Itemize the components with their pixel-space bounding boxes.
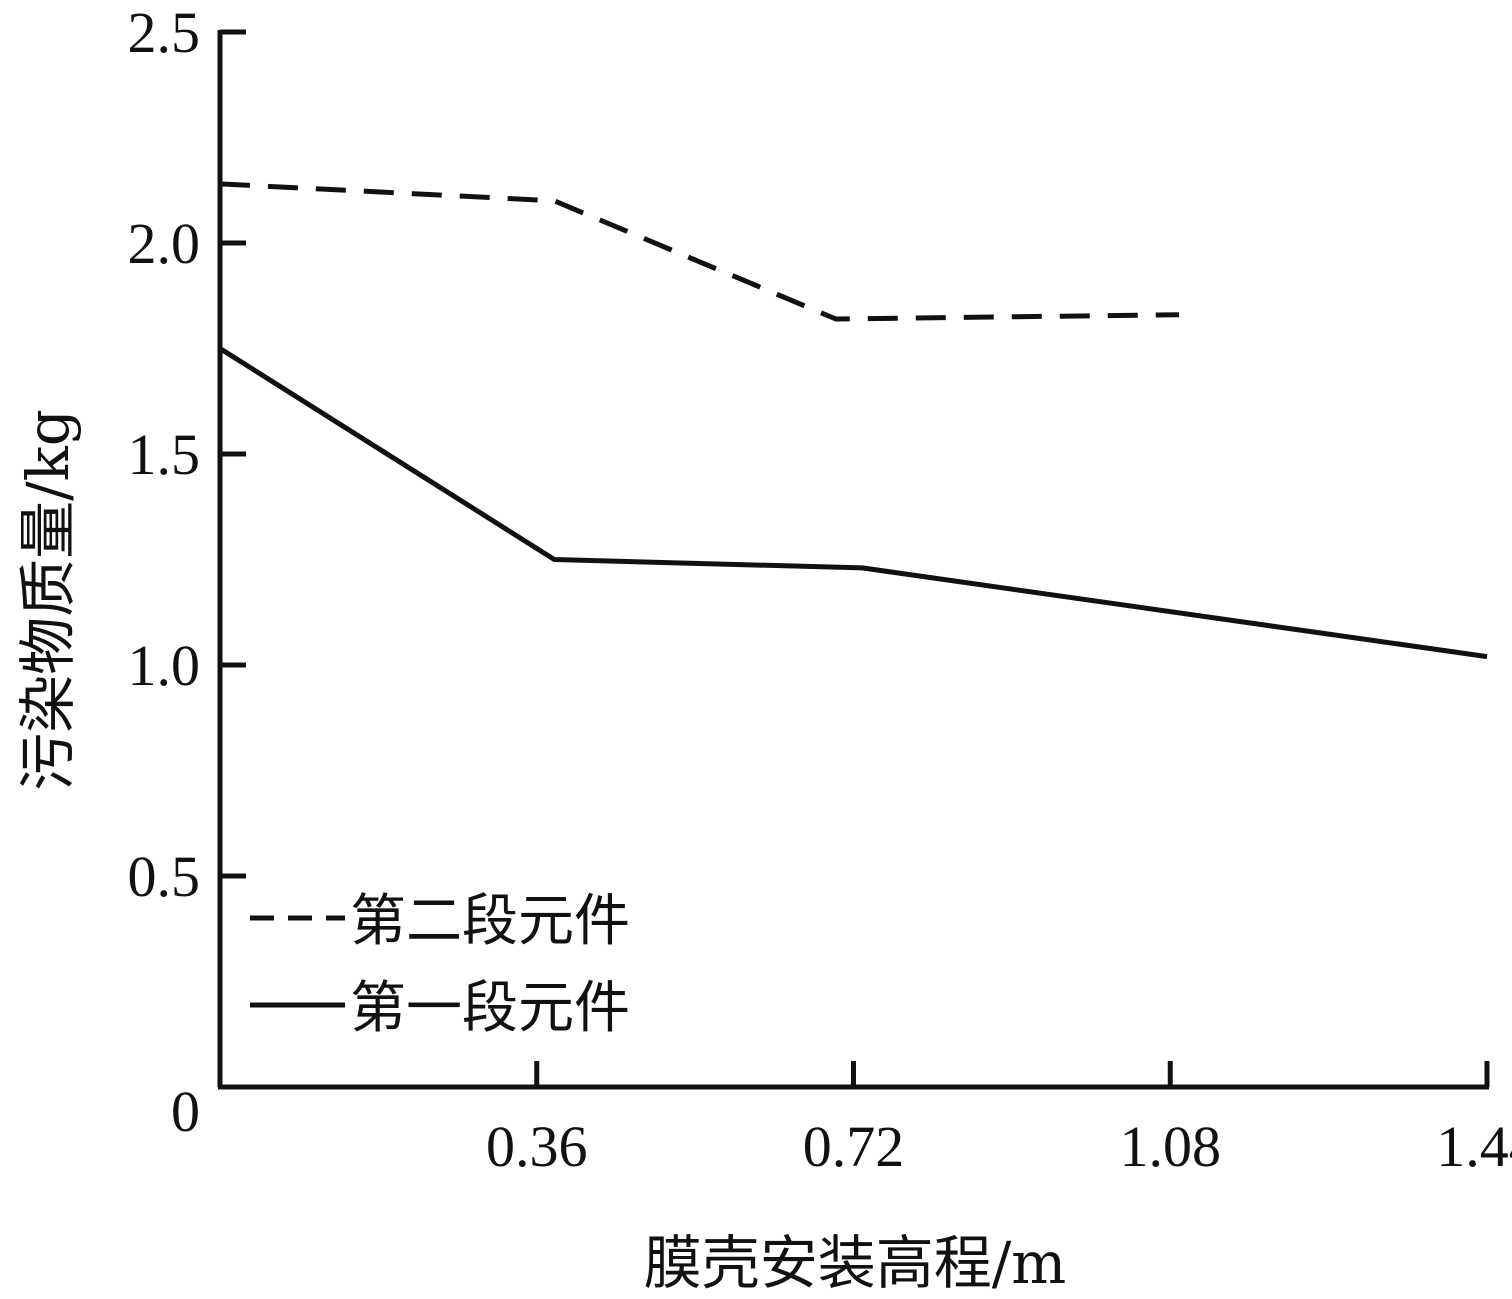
y-tick-label: 1.0: [128, 633, 201, 698]
x-tick-label: 0.72: [803, 1114, 905, 1179]
ticks: 0 0.5 1.0 1.5 2.0 2.5 0.36 0.72 1.08 1.44: [128, 0, 1512, 1179]
legend-label-series-0: 第二段元件: [350, 889, 630, 954]
y-tick-label: 2.0: [128, 211, 201, 276]
series-layer: [218, 181, 1488, 660]
y-axis-title: 污染物质量/kg: [14, 409, 82, 791]
series-line-1: [218, 346, 1488, 660]
legend: 第二段元件 第一段元件: [250, 889, 630, 1041]
x-tick-label: 0.36: [486, 1114, 588, 1179]
y-tick-label: 1.5: [128, 422, 201, 487]
series-line-0: [219, 181, 1180, 322]
x-tick-label: 1.44: [1436, 1114, 1512, 1179]
x-axis-title: 膜壳安装高程/m: [644, 1229, 1067, 1297]
y-tick-label: 0: [171, 1079, 200, 1144]
x-tick-label: 1.08: [1120, 1114, 1222, 1179]
y-tick-label: 0.5: [128, 844, 201, 909]
legend-label-series-1: 第一段元件: [350, 976, 630, 1041]
y-tick-label: 2.5: [128, 0, 201, 65]
